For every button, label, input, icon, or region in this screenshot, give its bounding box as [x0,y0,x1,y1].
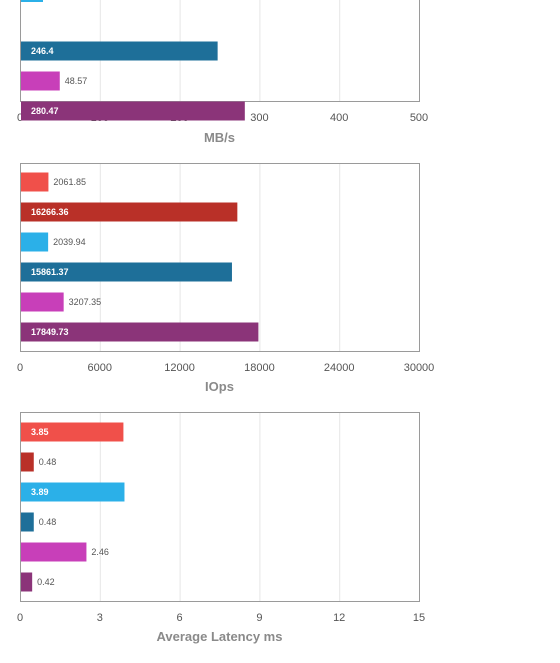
x-tick-label: 0 [17,112,23,124]
x-axis-label: IOps [205,379,234,394]
x-tick-label: 9 [256,612,262,624]
bar [21,572,33,592]
x-tick-label: 12 [333,612,345,624]
bar [21,41,218,61]
x-tick-label: 0 [17,612,23,624]
bar-value-label: 280.47 [31,106,59,116]
plot-frame [20,163,420,352]
x-tick-label: 15 [413,612,425,624]
bar-value-label: 15861.37 [31,267,69,277]
x-tick-label: 6000 [88,362,112,374]
bar-value-label: 16266.36 [31,207,69,217]
bar [21,262,232,282]
bar [21,202,238,222]
x-axis-label: MB/s [204,130,235,145]
x-tick-label: 3 [97,612,103,624]
plot-frame [20,412,420,602]
x-tick-label: 0 [17,362,23,374]
chart-2: 0 6000 12000 18000 24000 30000 2061.85 16266.36… [17,163,435,394]
x-tick-label: 30000 [404,362,435,374]
x-tick-label: 12000 [164,362,195,374]
bar [21,0,43,2]
bar [21,292,64,312]
x-tick-label: 18000 [244,362,275,374]
bar-value-label: 0.48 [39,517,57,527]
chart-3: 0 3 6 9 12 15 3.85 0.48 3.89 0.48 2.46 0.42 Average … [17,412,425,644]
x-tick-label: 400 [330,112,348,124]
bar [21,482,125,502]
bar-value-label: 0.48 [39,457,57,467]
bar-value-label: 17849.73 [31,327,69,337]
x-tick-label: 500 [410,112,428,124]
bar-value-label: 2039.94 [53,237,86,247]
bar [21,172,49,192]
bar-value-label: 246.4 [31,46,54,56]
bar [21,512,34,532]
x-tick-label: 300 [250,112,268,124]
bar-value-label: 2061.85 [53,177,86,187]
bar-value-label: 0.42 [37,577,55,587]
x-tick-label: 6 [177,612,183,624]
bar [21,322,259,342]
bar-value-label: 48.57 [65,76,88,86]
bar [21,452,34,472]
bar-value-label: 3.89 [31,487,49,497]
bar [21,71,60,91]
bar [21,101,245,121]
bar-value-label: 3.85 [31,427,49,437]
bar [21,422,124,442]
bar-value-label: 2.46 [91,547,109,557]
x-axis-label: Average Latency ms [157,629,283,644]
bar [21,232,49,252]
bar [21,542,87,562]
bar-value-label: 3207.35 [69,297,102,307]
x-tick-label: 24000 [324,362,355,374]
